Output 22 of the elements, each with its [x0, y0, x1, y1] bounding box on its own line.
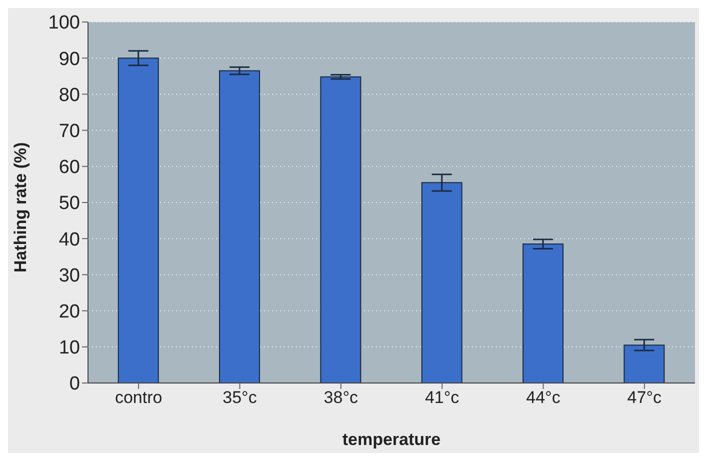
x-tick-label: contro [114, 388, 162, 408]
bar [522, 244, 564, 383]
y-tick-label: 80 [58, 84, 80, 106]
bar [320, 76, 362, 383]
y-tick-label: 10 [58, 338, 80, 359]
x-tick-label: 44°c [526, 388, 561, 408]
bar [219, 70, 260, 383]
x-tick-label: 35°c [222, 388, 258, 408]
y-tick-label: 100 [48, 12, 80, 34]
x-axis-title: temperature [342, 430, 441, 449]
y-tick-label: 70 [58, 121, 80, 142]
y-tick-label: 60 [58, 157, 80, 178]
x-tick-label: 41°c [424, 388, 460, 408]
x-tick-label: 38°c [324, 388, 359, 408]
y-tick-label: 20 [58, 302, 80, 323]
y-tick-label: 90 [58, 48, 80, 70]
y-tick-label: 40 [58, 229, 80, 250]
y-tick-label: 30 [58, 265, 80, 286]
y-tick-label: 0 [69, 374, 80, 395]
y-axis-title: Hathing rate (%) [11, 142, 30, 272]
y-tick-label: 50 [58, 193, 80, 214]
x-tick-label: 47°c [627, 388, 662, 408]
